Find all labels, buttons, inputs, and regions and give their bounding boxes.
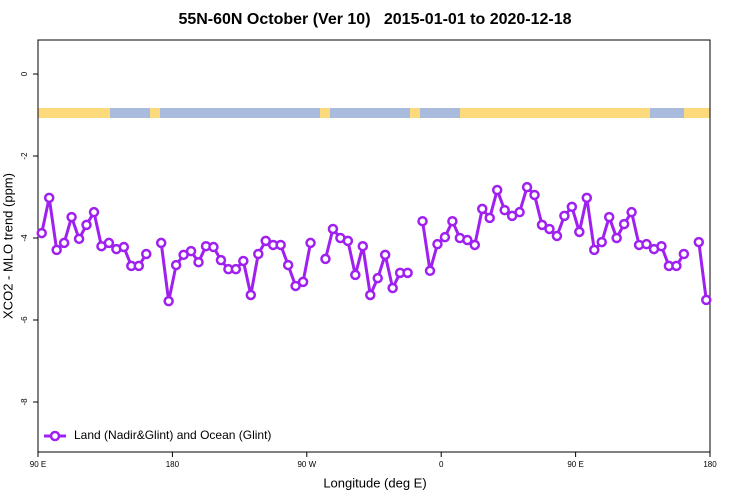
x-tick-label: 90 E [567,460,583,469]
data-point [514,206,525,218]
data-point [484,212,495,224]
y-tick-label: -4 [20,234,29,242]
y-tick-label: -8 [20,398,29,406]
data-point [439,231,451,243]
data-point [66,211,77,223]
data-point [305,237,316,249]
data-point [193,256,204,268]
data-point [671,260,682,272]
data-point [327,223,339,235]
data-point [611,232,622,244]
ocean-patch [160,108,320,118]
data-point [170,259,182,271]
series-line [40,184,708,302]
data-point [499,204,510,216]
data-point [155,237,167,249]
data-point [290,280,301,292]
ocean-patch [420,108,460,118]
data-point [417,215,428,227]
data-point [656,240,667,252]
x-tick-label: 90 E [30,460,46,469]
legend-item: Land (Nadir&Glint) and Ocean (Glint) [44,428,271,442]
data-point [36,227,47,239]
data-point [253,248,264,260]
data-point [103,237,115,249]
ocean-patch [110,108,150,118]
data-point [320,253,331,265]
data-point [596,236,607,248]
y-tick-label: -2 [20,152,29,160]
y-tick-label: -6 [20,316,29,324]
data-point [618,218,630,230]
ocean-patch [650,108,684,118]
data-point [581,192,593,204]
data-point [469,239,481,251]
data-point [81,219,92,231]
data-point [559,210,570,222]
x-axis-label: Longitude (deg E) [323,475,426,490]
data-point [693,236,705,248]
data-point [544,223,555,235]
data-point [589,244,600,256]
data-point [379,249,391,261]
x-tick-label: 90 W [297,460,316,469]
data-point [350,269,361,281]
data-point [365,289,376,301]
data-point [678,248,690,260]
map-strip [38,108,710,118]
data-point [491,184,503,196]
data-point [536,219,548,231]
data-point [529,189,540,201]
data-point [230,263,242,275]
data-point [566,201,578,213]
data-point [387,282,398,294]
plot-frame [37,39,711,453]
y-tick-label: 0 [20,71,29,76]
data-point [238,255,249,267]
data-point [424,265,436,277]
data-point [462,234,473,246]
x-tick-label: 180 [703,460,717,469]
data-point [185,245,197,257]
data-point [208,241,219,253]
data-point [275,239,286,251]
data-point [43,192,55,204]
x-tick-label: 180 [166,460,180,469]
data-point [118,241,130,253]
data-point [73,233,85,245]
data-point [477,203,488,215]
data-point [521,181,533,193]
y-axis-label: XCO2 - MLO trend (ppm) [0,173,15,319]
data-point [260,235,271,247]
legend-label: Land (Nadir&Glint) and Ocean (Glint) [74,428,271,442]
data-point [215,254,227,266]
legend-marker [49,430,61,442]
data-point [372,272,383,284]
data-point [574,226,585,238]
data-point [51,244,62,256]
data-point [88,206,100,218]
data-point [432,238,443,250]
data-point [133,260,145,272]
data-point [551,230,563,242]
data-point [701,294,712,306]
data-point [447,215,458,227]
data-point [402,267,413,279]
data-point [357,240,369,252]
data-point [297,276,309,288]
chart-title: 55N-60N October (Ver 10) 2015-01-01 to 2… [178,11,571,28]
data-point [141,248,152,260]
data-point [245,289,257,301]
data-point [342,235,354,247]
ocean-patch [330,108,410,118]
data-point [603,211,615,223]
data-point [58,237,70,249]
data-point [641,238,652,250]
data-point [282,259,294,271]
data-point [626,206,637,218]
data-point [163,295,174,307]
x-tick-label: 0 [439,460,444,469]
